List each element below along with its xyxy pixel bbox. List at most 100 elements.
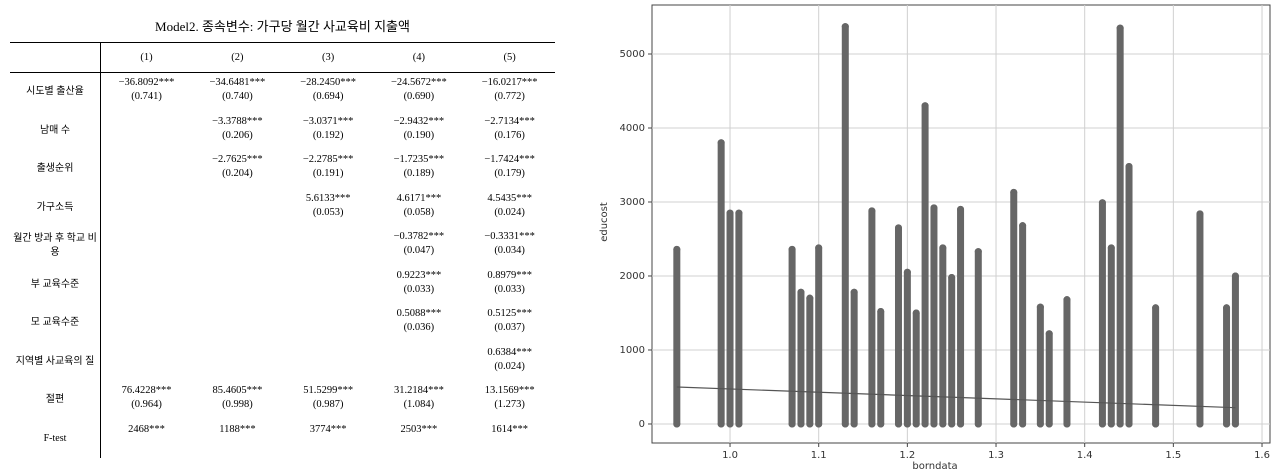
point	[1196, 420, 1204, 428]
table-cell: 13.1569*** (1.273)	[464, 381, 555, 420]
table-cell: 3774***	[283, 420, 374, 459]
regression-table: (1) (2) (3) (4) (5) 시도별 출산율 −36.8092*** (0.741)…	[10, 42, 555, 458]
point	[1036, 303, 1044, 311]
coefficient: 13.1569***	[484, 385, 535, 396]
column-header: (1)	[100, 42, 193, 73]
column-header: (3)	[282, 42, 374, 73]
table-cell: 4.6171*** (0.058)	[374, 189, 465, 228]
standard-error: (0.772)	[494, 91, 525, 102]
point	[735, 209, 743, 217]
table-cell	[101, 343, 193, 382]
x-tick-label: 1.3	[988, 450, 1004, 461]
chart: borndata educost 1.0 1.1 1.2 1.3 1.4 1.5 1.6 0 1…	[590, 0, 1280, 475]
table-cell	[101, 189, 193, 228]
point	[1098, 199, 1106, 207]
table-cell	[101, 266, 193, 305]
x-tick-label: 1.0	[722, 450, 738, 461]
point	[850, 420, 858, 428]
point	[788, 245, 796, 253]
coefficient: 0.6384***	[487, 346, 532, 358]
standard-error: (0.024)	[494, 206, 525, 218]
table-row: 시도별 출산율 −36.8092*** (0.741) −34.6481*** (0.7…	[10, 72, 555, 112]
point	[912, 420, 920, 428]
coefficient: 2503***	[400, 423, 438, 435]
point	[726, 209, 734, 217]
standard-error: (0.033)	[403, 283, 435, 295]
point	[894, 224, 902, 232]
point	[974, 420, 982, 428]
corner-cell	[10, 42, 101, 73]
coefficient: −36.8092***	[118, 77, 175, 88]
standard-error: (1.273)	[494, 399, 525, 410]
point	[930, 420, 938, 428]
table-title: Model2. 종속변수: 가구당 월간 사교육비 지출액	[155, 19, 410, 34]
x-tick-label: 1.5	[1165, 450, 1181, 461]
coefficient: 0.5125***	[487, 308, 532, 319]
point	[815, 420, 823, 428]
table-cell	[192, 266, 283, 305]
table-cell: 51.5299*** (0.987)	[283, 381, 374, 420]
table-row: F-test 2468*** 1188*** 3774*** 2503*** 1614**…	[10, 419, 555, 459]
point	[1152, 420, 1160, 428]
table-cell	[283, 304, 374, 343]
table-cell: −2.2785*** (0.191)	[283, 150, 374, 189]
point	[1196, 210, 1204, 218]
table-cell	[101, 227, 193, 266]
table-row: 부 교육수준 0.9223*** (0.033) 0.8979*** (0.033)	[10, 265, 555, 305]
standard-error: (0.179)	[494, 168, 525, 179]
row-label: 부 교육수준	[10, 265, 101, 304]
table-cell: −24.5672*** (0.690)	[374, 73, 465, 112]
point	[1045, 330, 1053, 338]
coefficient: 3774***	[309, 423, 347, 435]
coefficient: 2468***	[128, 423, 165, 435]
point	[797, 288, 805, 296]
standard-error: (0.987)	[312, 399, 344, 410]
column-header: (2)	[192, 42, 283, 73]
table-cell: −34.6481*** (0.740)	[192, 73, 283, 112]
standard-error: (0.033)	[494, 283, 525, 295]
standard-error: (0.036)	[403, 322, 435, 333]
row-label: 지역별 사교육의 질	[10, 342, 101, 381]
coefficient: −2.7134***	[484, 115, 535, 127]
standard-error: (0.964)	[131, 399, 162, 410]
standard-error: (0.191)	[312, 168, 344, 179]
table-row: 절편 76.4228*** (0.964) 85.4605*** (0.998) 51.5…	[10, 381, 555, 420]
regression-table-panel: Model2. 종속변수: 가구당 월간 사교육비 지출액 (1) (2) (3)(…	[0, 0, 590, 475]
point	[894, 420, 902, 428]
row-label: 월간 방과 후 학교 비용	[10, 227, 101, 266]
table-cell: −3.3788*** (0.206)	[192, 112, 283, 151]
table-cell: −0.3782*** (0.047)	[374, 227, 465, 266]
table-cell: 2468***	[101, 420, 193, 459]
point	[948, 273, 956, 281]
standard-error: (0.189)	[403, 168, 435, 179]
y-tick-label: 3000	[620, 197, 645, 208]
standard-error: (0.690)	[403, 91, 435, 102]
table-cell: 0.5088*** (0.036)	[374, 304, 465, 343]
coefficient: −2.2785***	[302, 154, 354, 165]
table-cell: 31.2184*** (1.084)	[374, 381, 465, 420]
y-tick-label: 2000	[620, 271, 645, 282]
coefficient: 0.9223***	[396, 269, 442, 281]
standard-error: (0.694)	[312, 91, 344, 102]
header-row: (1) (2) (3) (4) (5)	[10, 42, 555, 73]
point	[1036, 420, 1044, 428]
table-cell: −2.7625*** (0.204)	[192, 150, 283, 189]
row-label: F-test	[10, 419, 101, 458]
point	[1223, 420, 1231, 428]
table-cell: 1188***	[192, 420, 283, 459]
x-tick-label: 1.2	[899, 450, 915, 461]
x-tick-label: 1.4	[1077, 450, 1093, 461]
table-cell: 0.6384*** (0.024)	[464, 343, 555, 382]
point	[1125, 420, 1133, 428]
coefficient: −2.7625***	[212, 154, 263, 165]
x-tick-label: 1.1	[811, 450, 827, 461]
point	[974, 248, 982, 256]
standard-error: (0.058)	[403, 206, 435, 218]
point	[868, 420, 876, 428]
x-axis-label: borndata	[912, 461, 957, 472]
point	[957, 420, 965, 428]
standard-error: (0.206)	[222, 129, 253, 141]
coefficient: −28.2450***	[300, 77, 357, 88]
point	[1063, 420, 1071, 428]
point	[1223, 304, 1231, 312]
